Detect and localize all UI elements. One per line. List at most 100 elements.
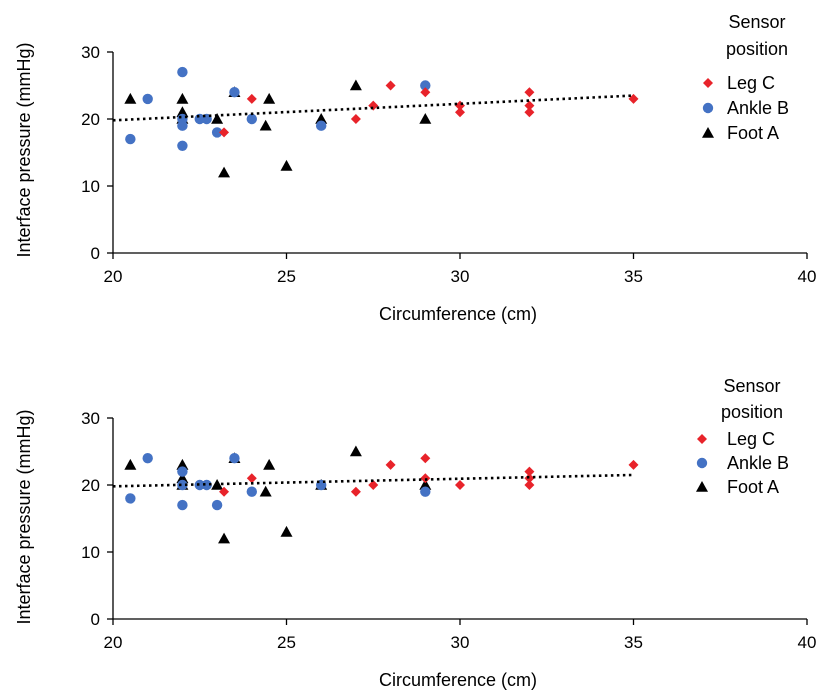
data-point bbox=[177, 140, 188, 151]
data-point bbox=[420, 87, 431, 98]
legend-title: position bbox=[726, 39, 788, 59]
y-axis-title: Interface pressure (mmHg) bbox=[14, 409, 34, 624]
data-point bbox=[524, 107, 535, 118]
legend-title: Sensor bbox=[728, 12, 785, 32]
y-tick-label: 30 bbox=[81, 409, 100, 428]
data-point bbox=[124, 458, 137, 470]
data-point bbox=[142, 453, 153, 464]
data-point bbox=[280, 159, 293, 171]
data-point bbox=[316, 120, 327, 131]
chart-bottom: 20 25 30 35 40 0 10 20 30 Circumference (cm) Inter… bbox=[14, 376, 816, 690]
data-point bbox=[142, 93, 153, 105]
legend-label: Ankle B bbox=[727, 453, 789, 473]
data-point bbox=[177, 66, 188, 78]
y-axis-title: Interface pressure (mmHg) bbox=[14, 42, 34, 257]
y-tick-label: 20 bbox=[81, 476, 100, 495]
data-point bbox=[455, 107, 465, 118]
x-tick-label: 30 bbox=[451, 267, 470, 286]
data-point bbox=[419, 479, 432, 490]
legend-marker bbox=[696, 481, 708, 492]
legend-label: Ankle B bbox=[727, 98, 789, 118]
x-tick-label: 35 bbox=[624, 633, 643, 652]
data-point bbox=[263, 92, 276, 104]
legend-title: position bbox=[721, 402, 783, 422]
y-tick-label: 0 bbox=[91, 610, 100, 629]
data-point bbox=[315, 113, 328, 124]
data-point bbox=[219, 127, 230, 138]
data-point bbox=[211, 499, 223, 511]
trend-line bbox=[112, 94, 634, 122]
data-point bbox=[219, 486, 230, 497]
data-point bbox=[524, 480, 535, 490]
data-point bbox=[628, 93, 639, 104]
y-tick-label: 10 bbox=[81, 177, 100, 196]
data-point bbox=[176, 106, 189, 118]
data-point bbox=[420, 80, 431, 91]
data-point bbox=[177, 120, 188, 131]
data-point bbox=[349, 79, 362, 91]
data-point bbox=[259, 485, 272, 497]
data-point bbox=[177, 466, 188, 477]
legend-marker bbox=[702, 127, 714, 138]
data-point bbox=[524, 87, 535, 98]
x-tick-label: 25 bbox=[277, 633, 296, 652]
legend-marker bbox=[696, 457, 708, 469]
data-point bbox=[229, 87, 240, 98]
data-point bbox=[176, 472, 189, 484]
data-point bbox=[420, 453, 431, 464]
data-point bbox=[218, 532, 231, 544]
legend-marker bbox=[697, 434, 707, 444]
legend-label: Leg C bbox=[727, 73, 775, 93]
data-point bbox=[177, 499, 188, 511]
data-point bbox=[125, 133, 136, 145]
data-point bbox=[455, 480, 465, 490]
x-tick-label: 30 bbox=[451, 633, 470, 652]
data-point bbox=[211, 127, 223, 138]
data-point bbox=[246, 113, 257, 125]
data-point bbox=[218, 166, 231, 178]
data-point bbox=[201, 479, 212, 491]
y-tick-label: 30 bbox=[81, 43, 100, 62]
legend-marker bbox=[702, 102, 714, 114]
data-point bbox=[176, 92, 189, 104]
data-point bbox=[368, 480, 379, 490]
legend-marker bbox=[703, 78, 713, 88]
data-point bbox=[246, 93, 257, 104]
x-tick-label: 40 bbox=[798, 267, 817, 286]
x-tick-label: 35 bbox=[624, 267, 643, 286]
legend-label: Leg C bbox=[727, 429, 775, 449]
legend-label: Foot A bbox=[727, 123, 779, 143]
data-point bbox=[246, 473, 257, 484]
data-point bbox=[176, 458, 189, 470]
x-axis-title: Circumference (cm) bbox=[379, 670, 537, 690]
data-point bbox=[628, 459, 639, 470]
x-tick-label: 25 bbox=[277, 267, 296, 286]
data-point bbox=[263, 458, 276, 470]
chart-top: 20 25 30 35 40 0 10 20 30 Circumference (cm) Inter… bbox=[14, 12, 816, 324]
data-point bbox=[419, 113, 432, 124]
x-tick-label: 20 bbox=[104, 633, 123, 652]
data-point bbox=[229, 453, 240, 464]
data-point bbox=[211, 113, 224, 124]
trend-line bbox=[112, 473, 634, 488]
data-point bbox=[259, 119, 272, 131]
data-point bbox=[125, 493, 136, 504]
data-point bbox=[385, 80, 396, 91]
data-point bbox=[124, 92, 137, 104]
data-point bbox=[385, 459, 396, 470]
data-point bbox=[350, 114, 361, 124]
y-tick-label: 10 bbox=[81, 543, 100, 562]
data-point bbox=[524, 100, 535, 111]
legend-label: Foot A bbox=[727, 477, 779, 497]
data-point bbox=[246, 486, 257, 497]
data-point bbox=[524, 466, 535, 477]
data-point bbox=[350, 486, 361, 497]
data-point bbox=[280, 525, 293, 537]
x-tick-label: 20 bbox=[104, 267, 123, 286]
y-tick-label: 0 bbox=[91, 244, 100, 263]
x-axis-title: Circumference (cm) bbox=[379, 304, 537, 324]
x-tick-label: 40 bbox=[798, 633, 817, 652]
legend-title: Sensor bbox=[723, 376, 780, 396]
data-point bbox=[177, 479, 188, 491]
